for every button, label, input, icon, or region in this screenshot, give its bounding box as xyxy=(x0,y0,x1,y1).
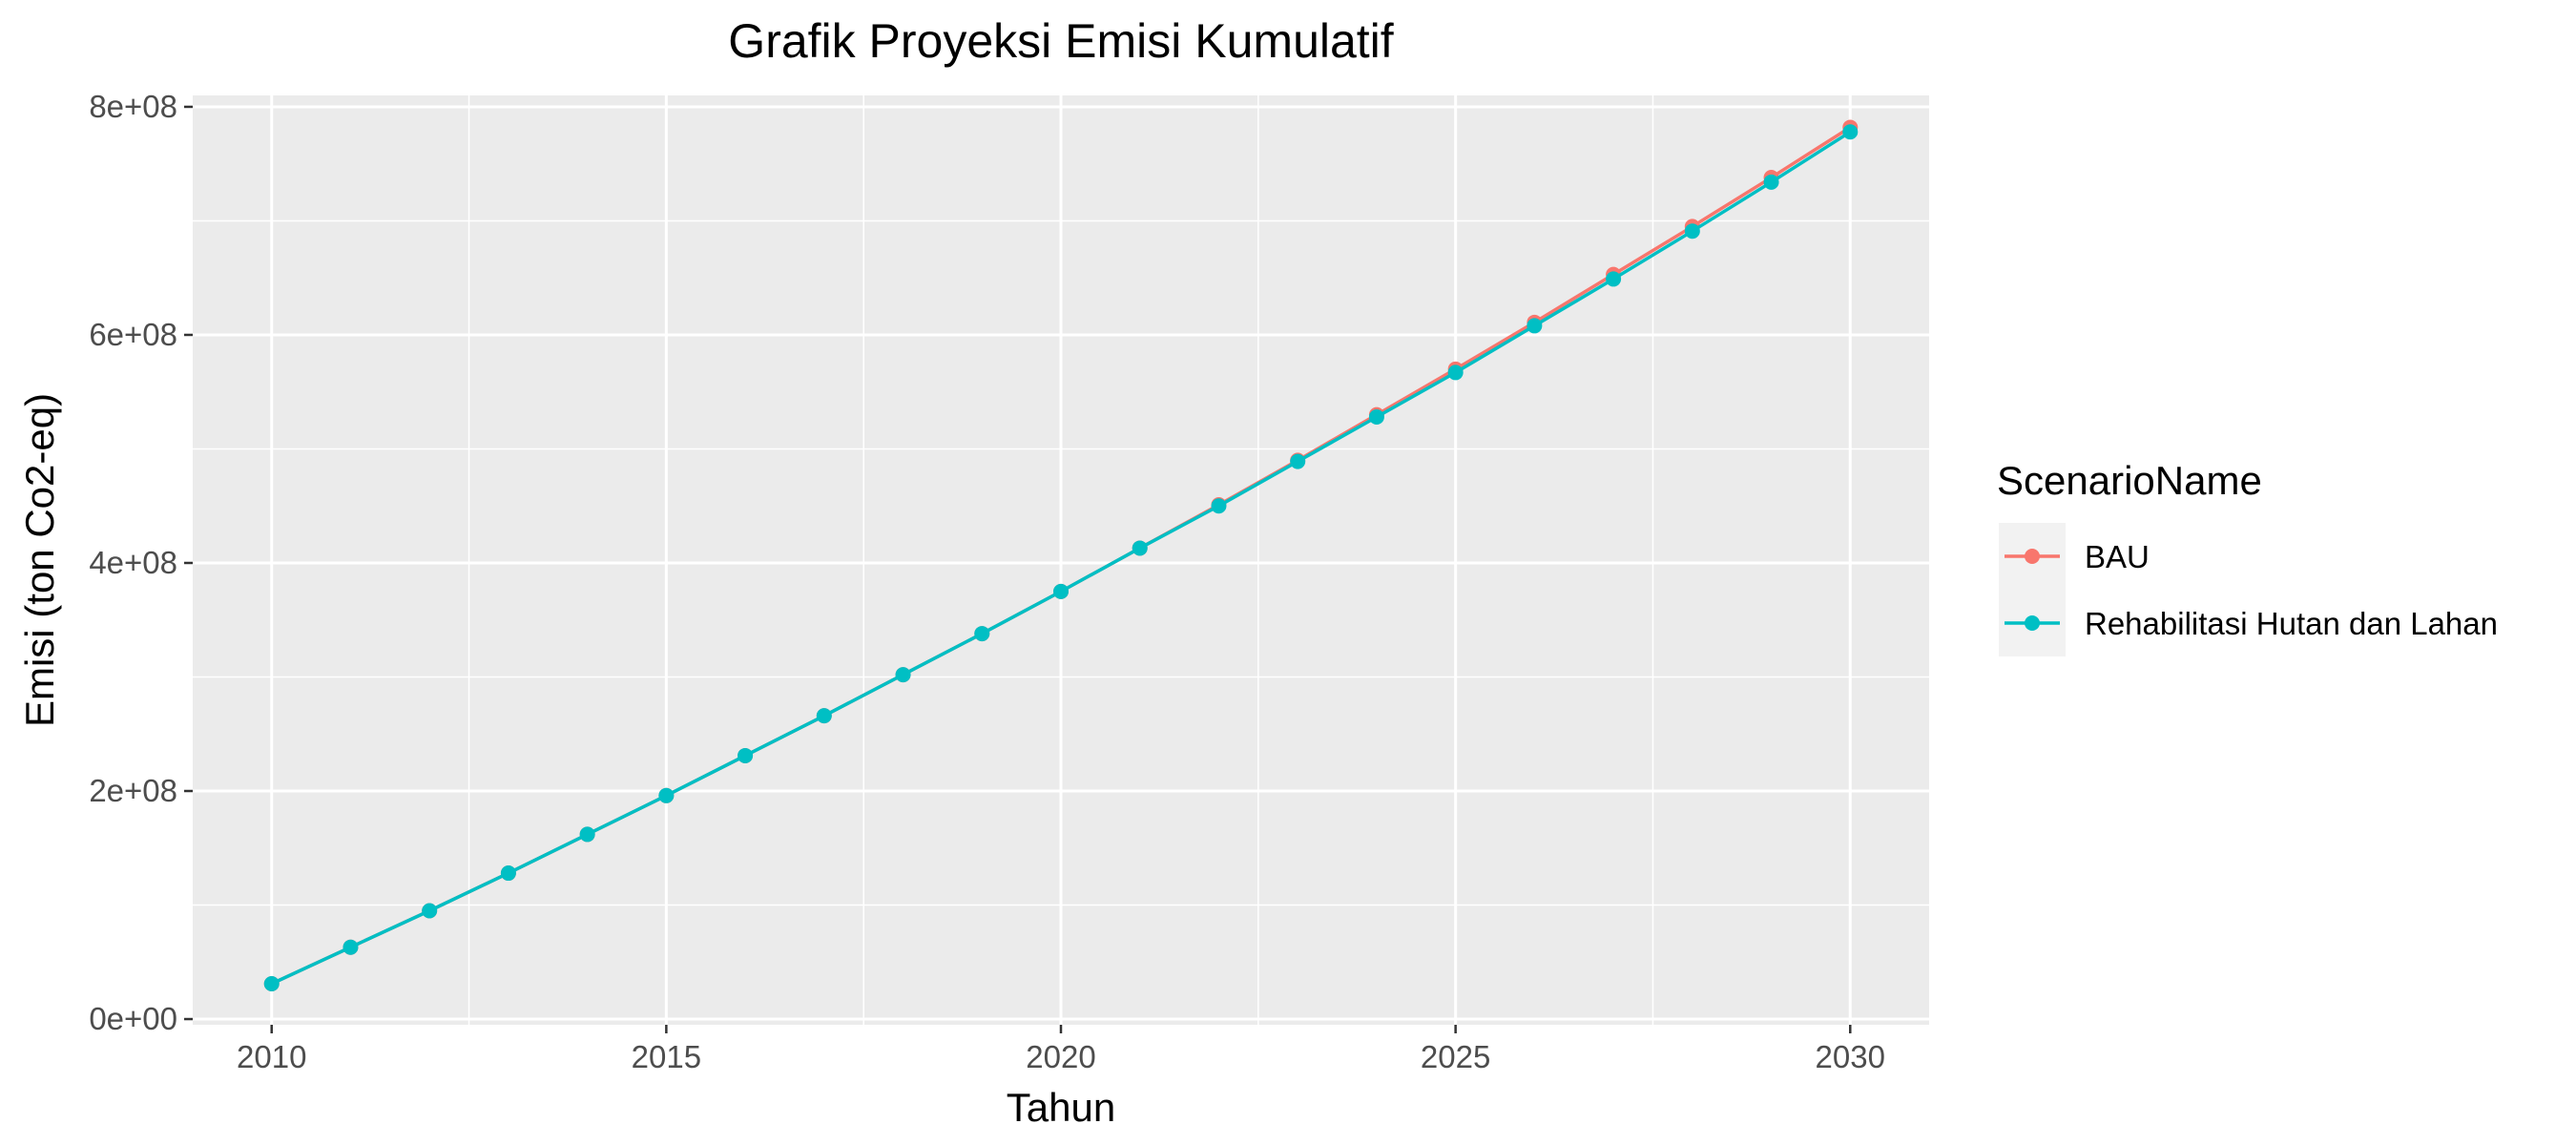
data-point xyxy=(1290,453,1306,469)
legend-items: BAU Rehabilitasi Hutan dan Lahan xyxy=(1999,523,2498,656)
legend-item: BAU xyxy=(1999,523,2150,590)
legend-key-point xyxy=(2025,615,2040,631)
grid-major xyxy=(193,95,1929,1025)
data-point xyxy=(343,939,359,955)
legend-label: BAU xyxy=(2085,539,2150,574)
y-axis-title: Emisi (ton Co2-eq) xyxy=(17,393,62,727)
y-tick-label: 2e+08 xyxy=(89,773,177,808)
data-point xyxy=(1053,583,1069,599)
data-point xyxy=(816,708,832,724)
data-point xyxy=(1842,124,1859,140)
series-layer xyxy=(263,119,1859,991)
data-point xyxy=(1606,271,1622,287)
data-point xyxy=(1763,174,1779,190)
data-point xyxy=(974,626,990,642)
data-point xyxy=(1447,364,1464,381)
legend: ScenarioName BAU Rehabilitasi Hutan dan L… xyxy=(1997,458,2498,656)
legend-title: ScenarioName xyxy=(1997,458,2262,503)
x-tick-label: 2015 xyxy=(632,1039,701,1074)
data-point xyxy=(1368,409,1384,426)
data-point xyxy=(1211,498,1227,514)
legend-label: Rehabilitasi Hutan dan Lahan xyxy=(2085,606,2498,641)
data-point xyxy=(263,975,280,991)
data-point xyxy=(658,787,675,803)
x-tick-label: 2025 xyxy=(1421,1039,1490,1074)
tick-labels: 2010 2015 2020 2025 2030 0e+00 2e+08 4e+08 6e+08… xyxy=(89,89,1885,1074)
data-point xyxy=(895,667,911,683)
data-point xyxy=(1132,540,1148,556)
legend-item: Rehabilitasi Hutan dan Lahan xyxy=(1999,590,2498,656)
x-tick-label: 2010 xyxy=(237,1039,306,1074)
data-point xyxy=(1527,318,1543,334)
x-tick-label: 2020 xyxy=(1026,1039,1095,1074)
legend-key-point xyxy=(2025,549,2040,564)
y-tick-label: 8e+08 xyxy=(89,89,177,124)
data-point xyxy=(500,865,516,882)
series-rehabilitasi xyxy=(263,124,1859,991)
y-tick-label: 0e+00 xyxy=(89,1001,177,1036)
axis-ticks xyxy=(184,105,1852,1033)
data-point xyxy=(1684,223,1700,239)
y-tick-label: 6e+08 xyxy=(89,317,177,352)
x-tick-label: 2030 xyxy=(1816,1039,1885,1074)
data-point xyxy=(422,903,438,919)
data-point xyxy=(737,747,754,763)
data-point xyxy=(579,826,595,843)
x-axis-title: Tahun xyxy=(1007,1085,1115,1130)
chart-title: Grafik Proyeksi Emisi Kumulatif xyxy=(728,14,1393,68)
y-tick-label: 4e+08 xyxy=(89,545,177,580)
